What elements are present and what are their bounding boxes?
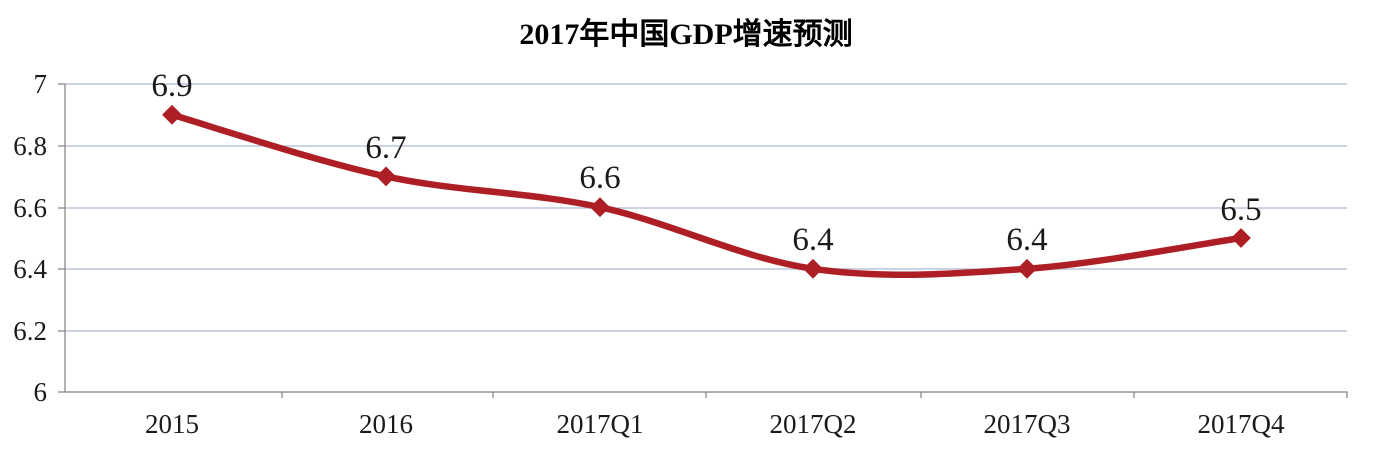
svg-text:6.4: 6.4 xyxy=(1006,222,1047,258)
svg-text:6.2: 6.2 xyxy=(13,316,47,346)
svg-text:6.6: 6.6 xyxy=(579,160,620,196)
svg-text:6.5: 6.5 xyxy=(1220,192,1261,228)
svg-text:7: 7 xyxy=(34,69,48,99)
svg-text:6.4: 6.4 xyxy=(13,254,47,284)
svg-text:2017Q1: 2017Q1 xyxy=(557,409,644,439)
svg-text:2017年中国GDP增速预测: 2017年中国GDP增速预测 xyxy=(519,18,852,51)
svg-text:2016: 2016 xyxy=(359,409,413,439)
svg-text:6: 6 xyxy=(34,377,48,407)
svg-text:2017Q2: 2017Q2 xyxy=(770,409,857,439)
svg-text:6.9: 6.9 xyxy=(151,68,192,104)
svg-text:6.4: 6.4 xyxy=(792,222,833,258)
svg-text:6.6: 6.6 xyxy=(13,193,47,223)
svg-text:6.7: 6.7 xyxy=(365,130,406,166)
svg-text:6.8: 6.8 xyxy=(13,131,47,161)
svg-text:2015: 2015 xyxy=(145,409,199,439)
svg-text:2017Q3: 2017Q3 xyxy=(984,409,1071,439)
svg-text:2017Q4: 2017Q4 xyxy=(1198,409,1285,439)
